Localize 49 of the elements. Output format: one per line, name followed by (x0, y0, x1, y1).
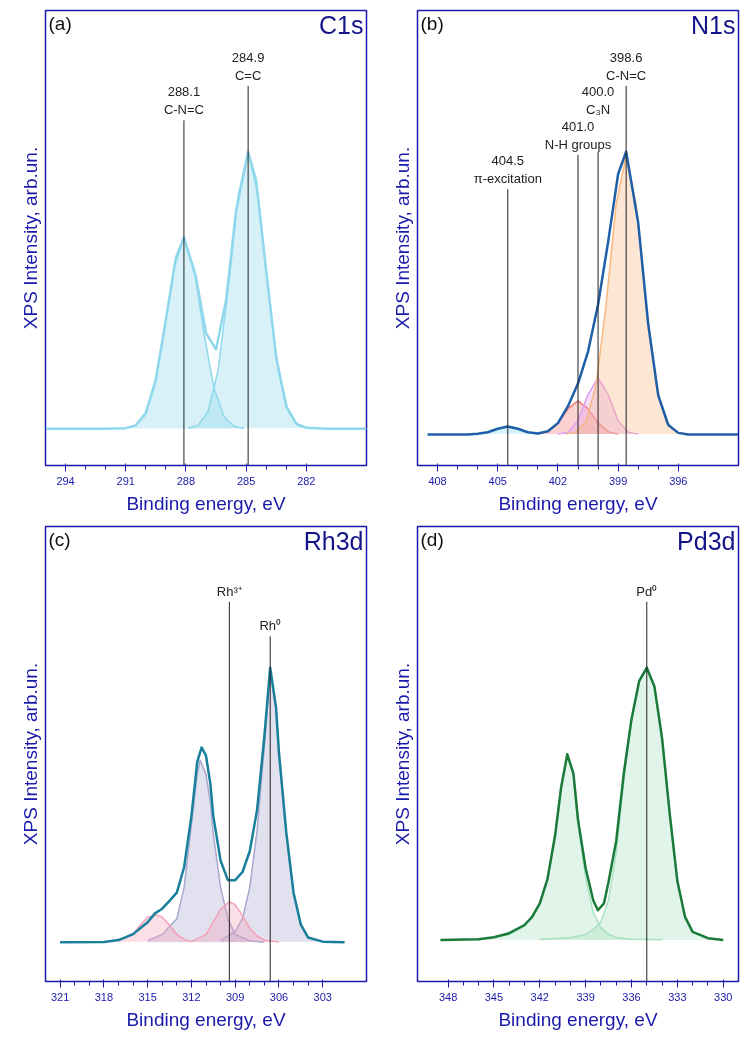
y-axis-title: XPS Intensity, arb.un. (391, 146, 413, 330)
x-tick-label: 294 (56, 474, 75, 487)
x-tick-label: 282 (297, 474, 316, 487)
y-axis-title: XPS Intensity, arb.un. (391, 662, 413, 846)
ref-line-label: 401.0 N-H groups (544, 118, 612, 152)
x-tick-label: 306 (269, 990, 289, 1003)
text: (d) (420, 528, 444, 550)
x-tick-label: 312 (182, 990, 201, 1003)
chart-title: C1s (319, 10, 364, 39)
x-tick-label: 399 (608, 474, 628, 487)
x-tick-label: 291 (116, 474, 135, 487)
ref-line-label: 288.1 C-N=C (163, 84, 204, 118)
x-tick-label: 303 (313, 990, 332, 1003)
x-tick-label: 318 (94, 990, 114, 1003)
x-tick-label: 336 (622, 990, 641, 1003)
x-tick-label: 396 (669, 474, 688, 487)
ref-line-label: 400.0 C₃N (581, 84, 615, 118)
ref-line-label: 404.5 π-excitation (473, 153, 542, 187)
chart-title: Rh3d (303, 526, 364, 555)
x-axis-title: Binding energy, eV (498, 492, 658, 514)
x-tick-label: 330 (714, 990, 733, 1003)
x-tick-label: 333 (668, 990, 687, 1003)
x-tick-label: 315 (138, 990, 157, 1003)
x-tick-label: 309 (226, 990, 245, 1003)
ref-line-label: 398.6 C-N=C (606, 49, 647, 83)
x-tick-label: 402 (548, 474, 568, 487)
x-tick-label: 348 (438, 990, 458, 1003)
x-axis-title: Binding energy, eV (126, 1008, 286, 1030)
x-tick-label: 345 (484, 990, 504, 1003)
ref-line-label: Pd⁰ (636, 583, 658, 599)
x-tick-label: 408 (428, 474, 447, 487)
x-tick-label: 339 (576, 990, 595, 1003)
y-axis-title: XPS Intensity, arb.un. (19, 662, 41, 846)
x-tick-label: 342 (530, 990, 549, 1003)
text: (c) (48, 528, 71, 550)
y-axis-title: XPS Intensity, arb.un. (19, 146, 41, 330)
x-tick-label: 405 (488, 474, 507, 487)
chart-title: N1s (691, 10, 736, 39)
ref-line-label: 284.9 C=C (231, 49, 265, 83)
ref-line-label: Rh³⁺ (216, 583, 242, 599)
x-axis-title: Binding energy, eV (126, 492, 286, 514)
x-tick-label: 288 (176, 474, 196, 487)
x-axis-title: Binding energy, eV (498, 1008, 658, 1030)
ref-line-label: Rh⁰ (259, 618, 282, 634)
text: (b) (420, 12, 444, 34)
x-tick-label: 321 (50, 990, 70, 1003)
chart-title: Pd3d (677, 526, 736, 555)
text: (a) (48, 12, 72, 34)
x-tick-label: 285 (236, 474, 256, 487)
